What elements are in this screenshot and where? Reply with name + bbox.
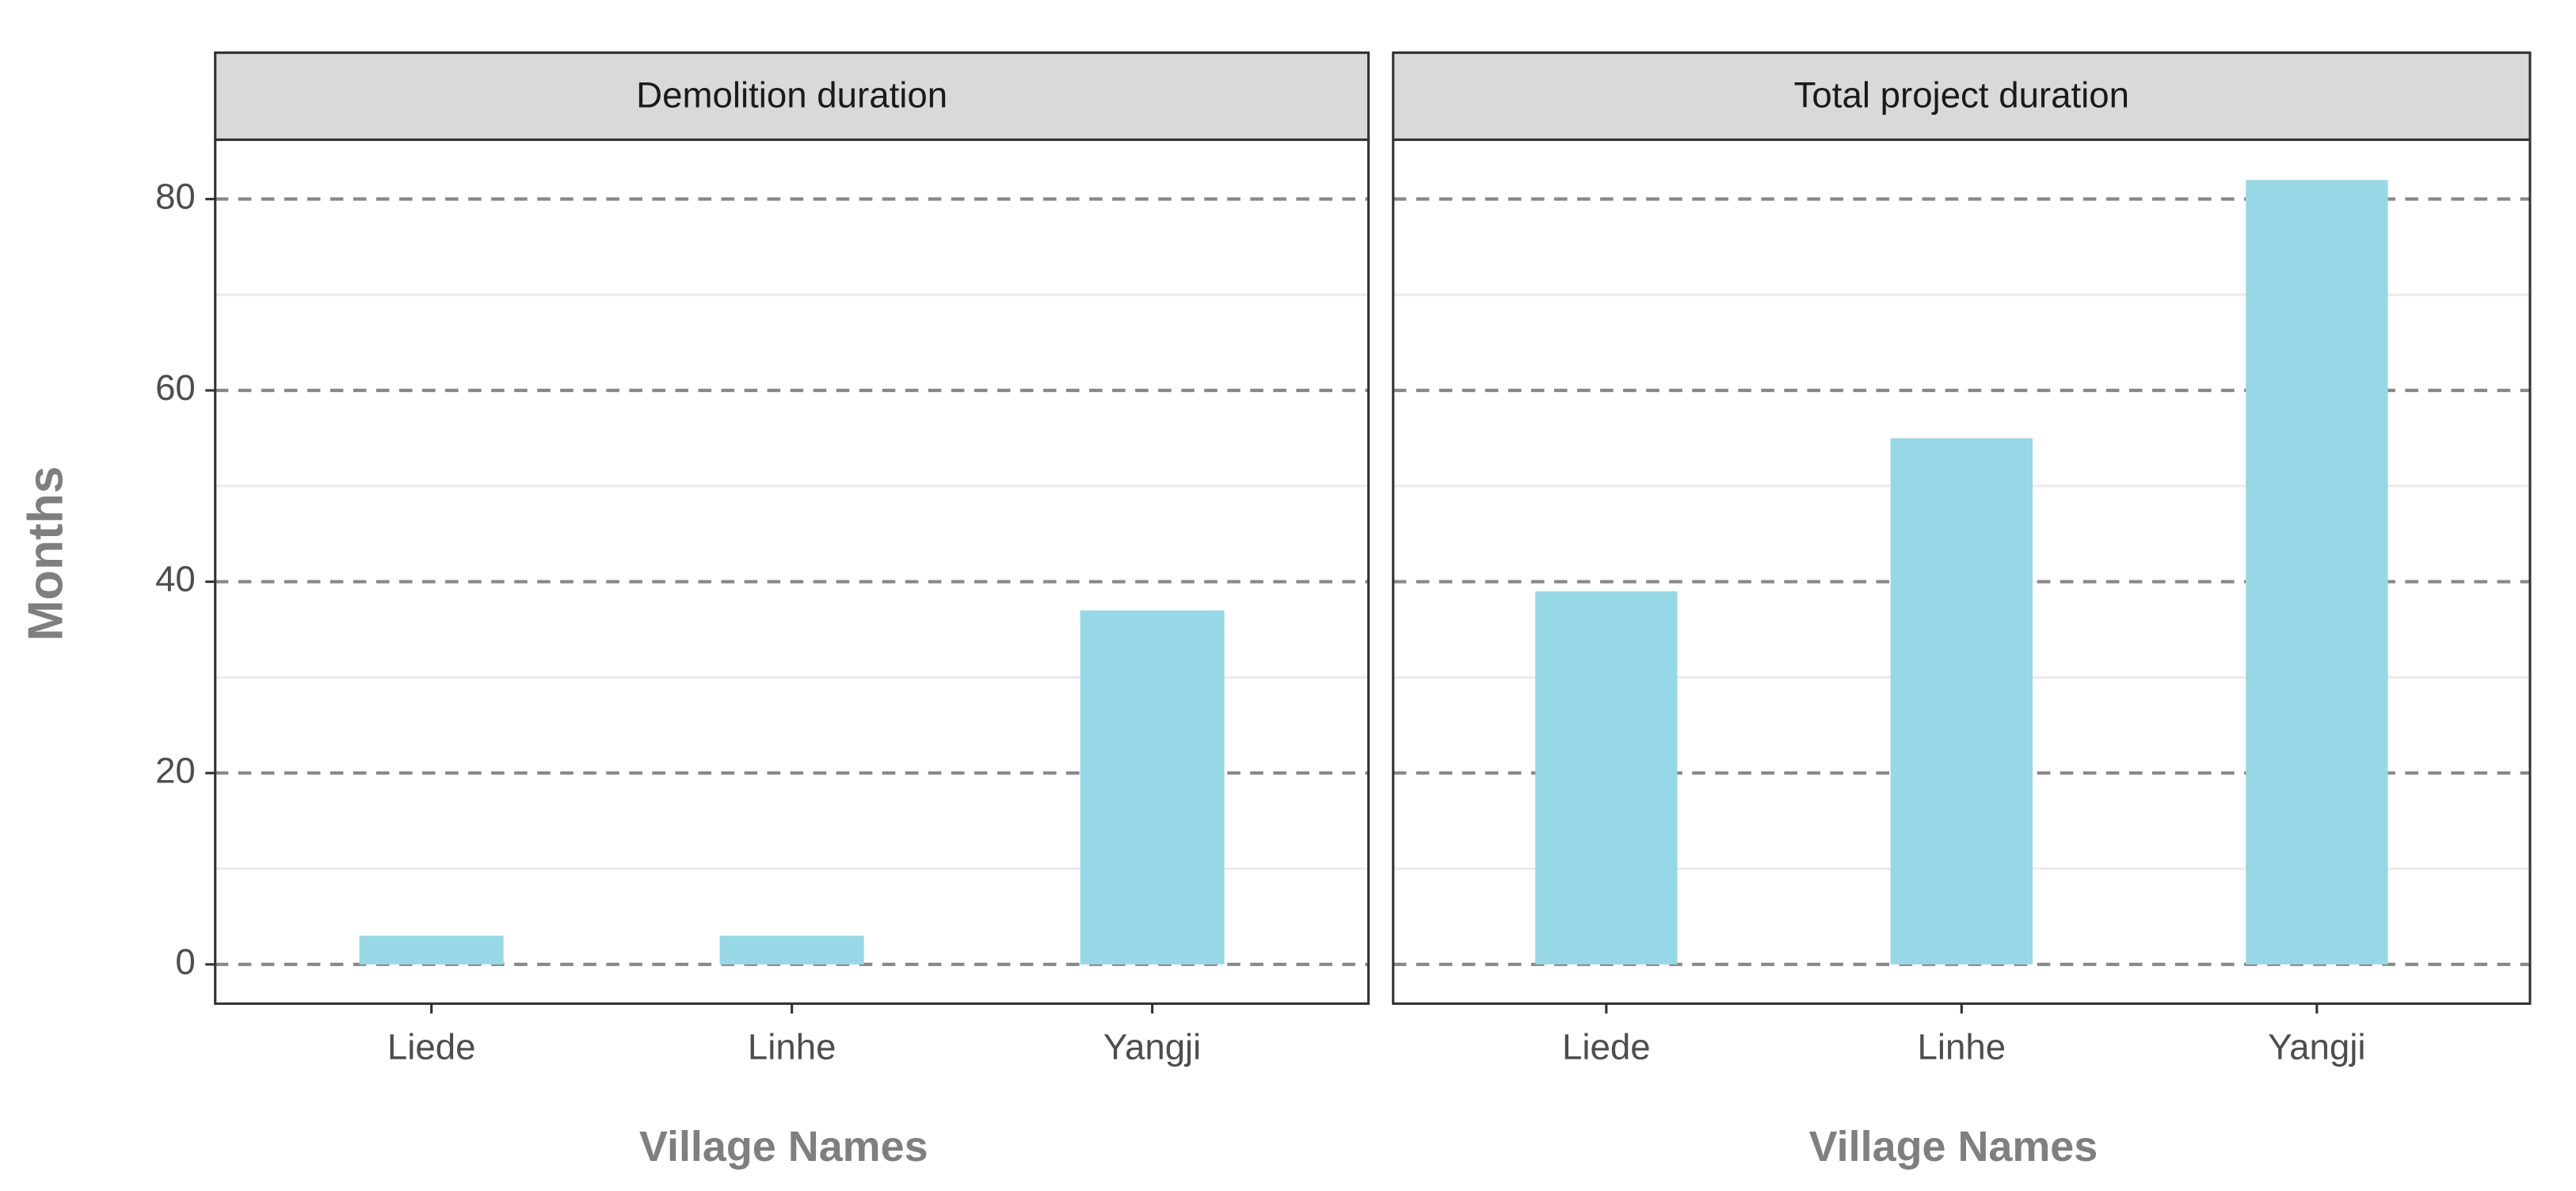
y-tick-label: 40 xyxy=(155,559,196,599)
bar xyxy=(2246,180,2388,965)
x-axis-title: Village Names xyxy=(639,1123,928,1170)
x-tick-label: Linhe xyxy=(748,1027,836,1067)
facet-title: Total project duration xyxy=(1794,75,2129,116)
x-tick-label: Liede xyxy=(1562,1027,1651,1067)
strip xyxy=(1392,51,2532,142)
y-tick-label: 80 xyxy=(155,176,196,216)
panel-border xyxy=(214,138,1370,1005)
bar xyxy=(719,935,864,965)
y-tick-label: 20 xyxy=(155,750,196,790)
bar xyxy=(1535,591,1678,965)
bar xyxy=(1890,438,2033,965)
bar xyxy=(359,935,504,965)
x-tick-label: Yangji xyxy=(1103,1027,1201,1067)
strip xyxy=(214,51,1370,142)
x-tick-label: Yangji xyxy=(2268,1027,2365,1067)
x-tick-label: Linhe xyxy=(1918,1027,2006,1067)
y-tick-label: 60 xyxy=(155,367,196,408)
x-tick-label: Liede xyxy=(387,1027,476,1067)
facet-title: Demolition duration xyxy=(636,75,947,116)
x-axis-title: Village Names xyxy=(1809,1123,2098,1170)
bar xyxy=(1080,610,1225,965)
y-axis-title: Months xyxy=(19,466,74,641)
panel-border xyxy=(1392,138,2532,1005)
y-tick-label: 0 xyxy=(175,942,195,982)
